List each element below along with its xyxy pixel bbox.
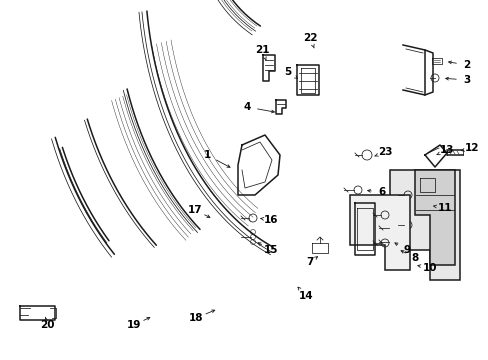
Text: 20: 20: [40, 320, 54, 330]
Text: 13: 13: [439, 145, 453, 155]
Text: 9: 9: [403, 245, 410, 255]
Text: 12: 12: [464, 143, 478, 153]
Text: 7: 7: [305, 257, 313, 267]
Text: 6: 6: [378, 187, 385, 197]
Polygon shape: [414, 170, 454, 265]
Text: 4: 4: [243, 102, 250, 112]
Text: 11: 11: [437, 203, 451, 213]
Text: 14: 14: [298, 291, 313, 301]
Text: 1: 1: [203, 150, 210, 160]
Text: 10: 10: [422, 263, 436, 273]
Text: 17: 17: [187, 205, 202, 215]
Text: 18: 18: [188, 313, 203, 323]
Text: 19: 19: [126, 320, 141, 330]
Text: 5: 5: [284, 67, 291, 77]
Text: 22: 22: [302, 33, 317, 43]
Text: 8: 8: [410, 253, 418, 263]
Polygon shape: [389, 170, 459, 280]
Text: 16: 16: [263, 215, 278, 225]
Text: 15: 15: [263, 245, 278, 255]
Polygon shape: [349, 195, 409, 270]
Text: 21: 21: [254, 45, 269, 55]
Text: 23: 23: [377, 147, 391, 157]
Text: 2: 2: [463, 60, 469, 70]
Text: 3: 3: [463, 75, 469, 85]
